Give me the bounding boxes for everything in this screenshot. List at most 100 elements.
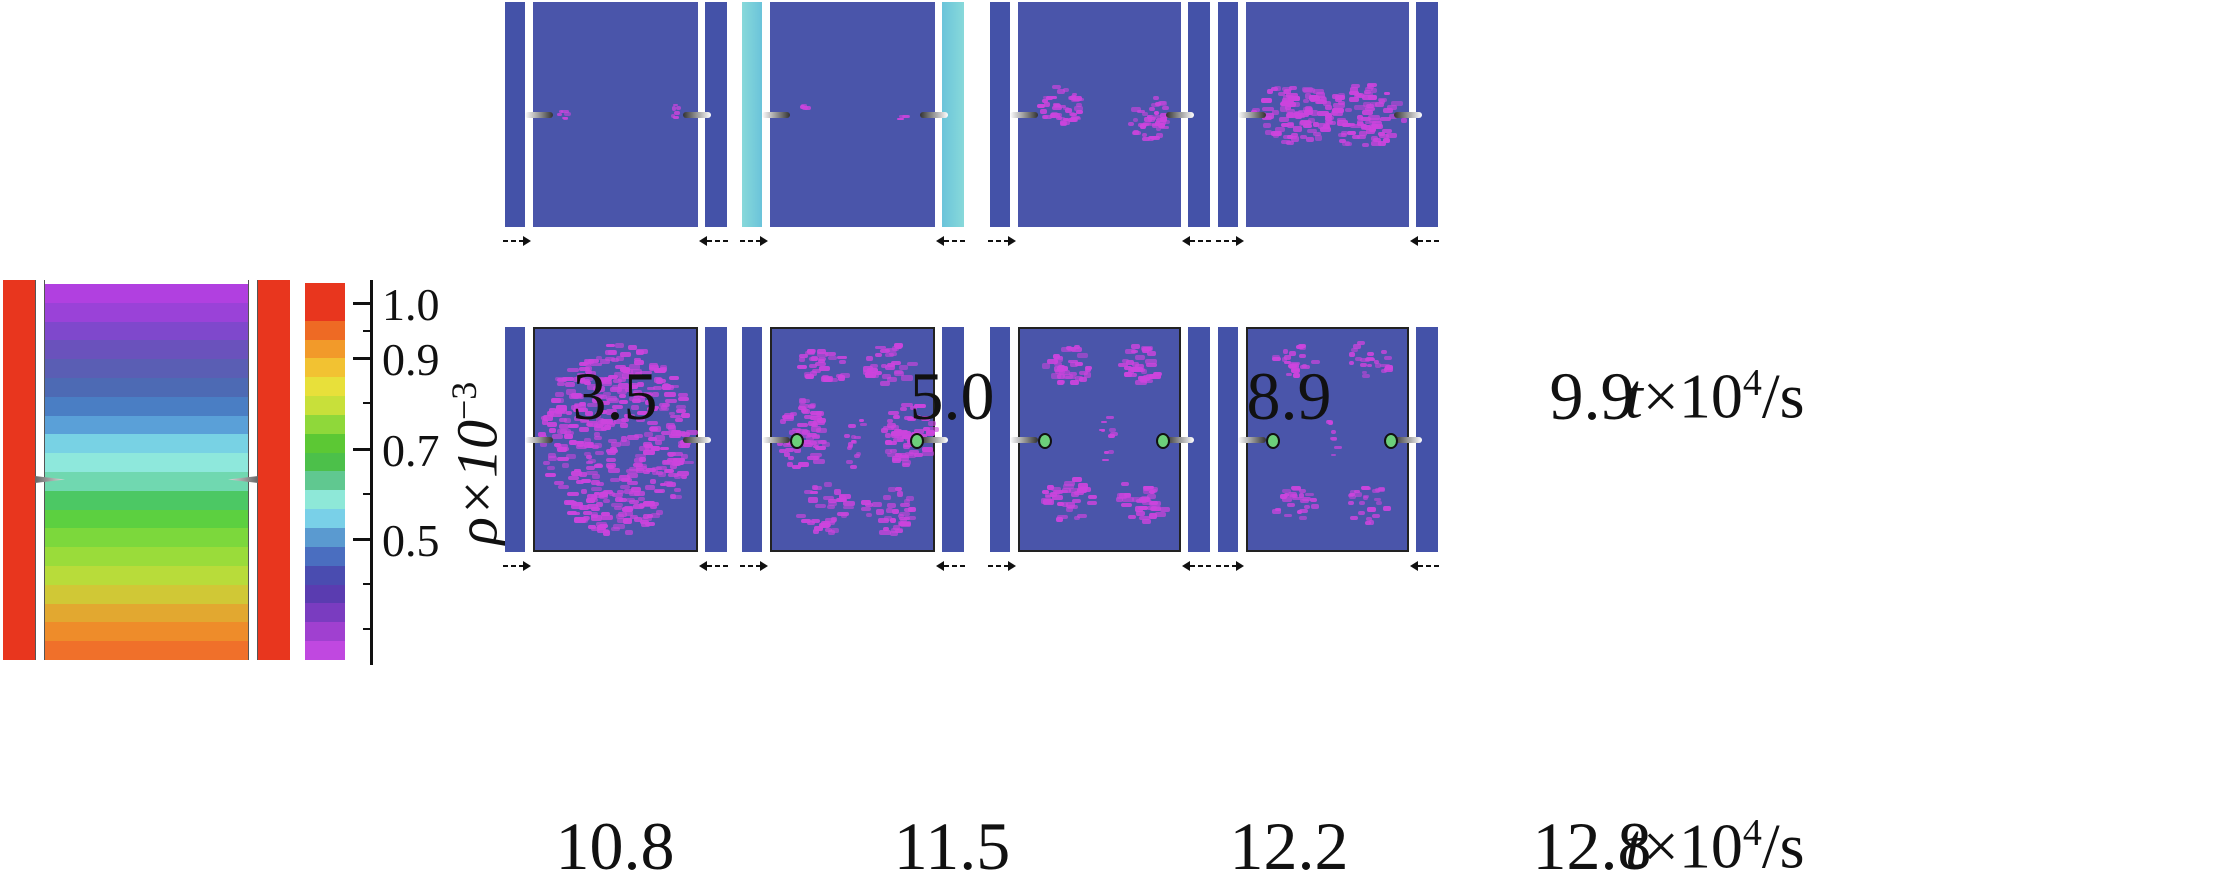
damage-speck — [544, 473, 557, 477]
right-arrow-icon — [1216, 240, 1238, 242]
damage-speck — [619, 484, 630, 489]
damage-speck — [827, 355, 837, 361]
damage-speck — [914, 414, 921, 419]
damage-speck — [576, 372, 585, 377]
damage-speck — [885, 508, 893, 514]
damage-speck — [1313, 121, 1320, 127]
damage-speck — [653, 377, 663, 383]
damage-speck — [1285, 109, 1296, 113]
crack-tip-marker — [1038, 433, 1052, 449]
damage-speck — [884, 433, 891, 438]
damage-speck — [1364, 357, 1375, 362]
damage-speck — [1377, 140, 1387, 146]
damage-speck — [809, 363, 817, 368]
right-arrow-icon — [1008, 561, 1016, 571]
damage-speck — [817, 352, 828, 358]
damage-speck — [887, 487, 896, 493]
colorbar-segment — [305, 584, 345, 604]
damage-speck — [1341, 140, 1351, 147]
damage-speck — [889, 448, 897, 454]
damage-speck — [899, 511, 911, 516]
damage-speck — [1065, 502, 1076, 508]
damage-speck — [596, 525, 607, 530]
damage-speck — [586, 503, 598, 510]
damage-speck — [1292, 486, 1302, 492]
damage-speck — [556, 447, 567, 452]
damage-speck — [807, 520, 815, 526]
damage-speck — [1292, 496, 1302, 501]
damage-speck — [611, 526, 621, 532]
damage-speck — [827, 504, 835, 509]
damage-speck — [1102, 458, 1109, 462]
right-arrow-icon — [503, 565, 525, 567]
slab-band — [45, 377, 248, 397]
damage-speck — [794, 448, 802, 454]
damage-speck — [578, 361, 587, 366]
damage-speck — [1337, 120, 1348, 126]
damage-speck — [1135, 510, 1145, 517]
damage-speck — [641, 517, 652, 521]
damage-speck — [635, 372, 642, 377]
damage-speck — [627, 345, 637, 351]
damage-speck — [828, 498, 837, 504]
damage-speck — [1369, 102, 1377, 108]
damage-speck — [1361, 370, 1368, 375]
damage-speck — [563, 116, 569, 121]
damage-speck — [1330, 453, 1337, 457]
time-unit-multiplier: ×10 — [1642, 360, 1743, 432]
damage-speck — [619, 440, 631, 446]
damage-speck — [645, 484, 656, 491]
damage-speck — [576, 479, 585, 485]
colorbar-minor-tick — [363, 493, 373, 495]
damage-speck — [608, 467, 620, 473]
damage-speck — [1364, 106, 1375, 111]
damage-speck — [901, 402, 913, 407]
damage-speck — [1346, 122, 1356, 127]
damage-speck — [1147, 351, 1156, 356]
damage-speck — [1304, 93, 1312, 99]
damage-speck — [865, 502, 874, 507]
damage-speck — [1335, 95, 1346, 101]
damage-speck — [620, 352, 632, 358]
right-arrow-icon — [1236, 236, 1244, 246]
damage-speck — [1073, 344, 1081, 349]
damage-speck — [1117, 362, 1129, 367]
specimen-field — [1018, 2, 1181, 227]
damage-speck — [1362, 142, 1370, 147]
damage-speck — [837, 511, 850, 517]
damage-speck — [881, 428, 888, 434]
time-unit-exponent: 4 — [1742, 812, 1762, 854]
damage-speck — [796, 429, 809, 435]
damage-speck — [887, 411, 900, 415]
damage-speck — [1345, 108, 1352, 113]
damage-speck — [800, 519, 811, 524]
damage-speck — [1067, 359, 1079, 364]
damage-speck — [619, 367, 630, 373]
left-arrow-icon — [1182, 236, 1190, 246]
right-wall — [705, 327, 727, 552]
damage-speck — [1052, 106, 1063, 111]
damage-speck — [579, 401, 586, 406]
damage-speck — [1039, 109, 1047, 115]
damage-speck — [1142, 112, 1149, 117]
damage-speck — [685, 429, 698, 435]
damage-speck — [1075, 103, 1082, 108]
damage-speck — [1299, 515, 1307, 521]
damage-speck — [1350, 123, 1363, 129]
damage-speck — [928, 420, 936, 426]
damage-speck — [615, 356, 624, 362]
damage-speck — [585, 369, 593, 375]
damage-speck — [617, 517, 629, 523]
left-edge-glow — [742, 2, 762, 227]
damage-speck — [1043, 499, 1055, 505]
damage-speck — [816, 427, 828, 434]
damage-speck — [1372, 125, 1382, 130]
damage-speck — [1158, 123, 1166, 128]
damage-speck — [1365, 516, 1373, 522]
damage-speck — [624, 530, 633, 536]
damage-speck — [611, 404, 623, 409]
damage-speck — [1313, 89, 1325, 95]
damage-speck — [895, 528, 904, 533]
damage-speck — [546, 411, 554, 416]
time-unit-exponent: 4 — [1742, 362, 1762, 404]
